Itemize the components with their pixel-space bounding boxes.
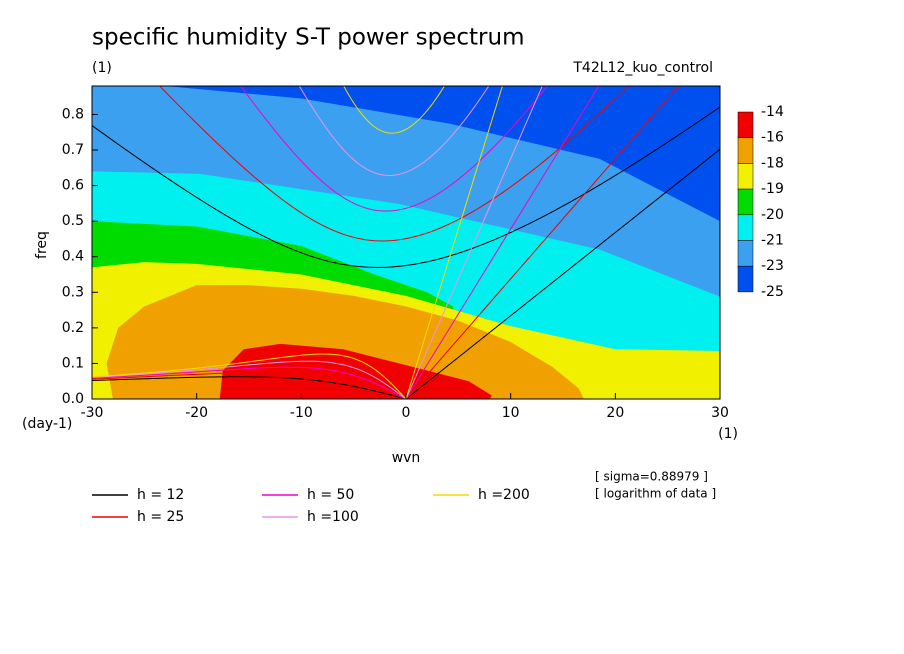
dispersion-curve: [405, 86, 543, 399]
colorbar-box: [737, 265, 754, 293]
y-tick-label: 0.7: [62, 142, 84, 158]
colorbar-label: -21: [761, 233, 784, 249]
dispersion-curve: [92, 353, 407, 399]
x-tick-label: -20: [185, 405, 208, 421]
x-axis-label: wvn: [392, 450, 421, 466]
colorbar-box: [737, 163, 754, 190]
legend-label: h = 50: [307, 487, 354, 503]
y-tick-label: 0.8: [62, 106, 84, 122]
dispersion-curve: [405, 86, 680, 399]
x-tick-label: 30: [711, 405, 729, 421]
y-tick-label: 0.2: [62, 320, 84, 336]
chart-title: specific humidity S-T power spectrum: [92, 25, 524, 51]
dispersion-curve: [343, 86, 446, 134]
colorbar-box: [737, 214, 754, 241]
colorbar-label: -14: [761, 104, 784, 120]
subtitle: (1): [92, 60, 112, 76]
dispersion-curve: [92, 366, 407, 399]
y-unit: (day-1): [22, 416, 72, 432]
legend-label: h =200: [478, 487, 530, 503]
legend-label: h =100: [307, 509, 359, 525]
x-tick-label: -10: [290, 405, 313, 421]
note: [ logarithm of data ]: [595, 487, 716, 501]
dispersion-curve: [405, 148, 720, 399]
x-tick-label: 10: [502, 405, 520, 421]
note: [ sigma=0.88979 ]: [595, 470, 708, 484]
y-tick-label: 0.6: [62, 178, 84, 194]
colorbar-box: [737, 111, 754, 138]
colorbar-label: -25: [761, 284, 784, 300]
x-unit: (1): [718, 426, 738, 442]
y-tick-label: 0.3: [62, 284, 84, 300]
plot-area: [92, 86, 720, 399]
legend-label: h = 12: [137, 487, 184, 503]
y-tick-label: 0.0: [62, 391, 84, 407]
dispersion-curve: [298, 86, 490, 176]
axes: h = 12 h = 25 h = 50 h =100 h =200 -30 -20 -10 0…: [62, 85, 784, 525]
x-tick-label: -30: [81, 405, 104, 421]
y-tick-label: 0.1: [62, 355, 84, 371]
colorbar-box: [737, 240, 754, 267]
dispersion-curve: [92, 376, 407, 399]
x-tick-label: 0: [402, 405, 411, 421]
dispersion-curve: [92, 106, 720, 268]
dispersion-curve: [405, 86, 600, 399]
y-tick-label: 0.4: [62, 249, 84, 265]
colorbar-label: -16: [761, 130, 784, 146]
colorbar-label: -20: [761, 207, 784, 223]
legend-label: h = 25: [137, 509, 184, 525]
dispersion-curve: [92, 360, 407, 399]
dispersion-curve: [405, 86, 503, 399]
colorbar-label: -18: [761, 155, 784, 171]
dispersion-curve: [240, 86, 549, 212]
y-axis-label: freq: [34, 231, 50, 259]
colorbar-label: -19: [761, 181, 784, 197]
y-tick-label: 0.5: [62, 213, 84, 229]
x-tick-label: 20: [606, 405, 624, 421]
run-name: T42L12_kuo_control: [572, 60, 713, 76]
colorbar-box: [737, 137, 754, 164]
dispersion-curve: [92, 371, 407, 399]
colorbar-box: [737, 188, 754, 216]
colorbar-label: -23: [761, 258, 784, 274]
dispersion-curve: [158, 86, 630, 242]
